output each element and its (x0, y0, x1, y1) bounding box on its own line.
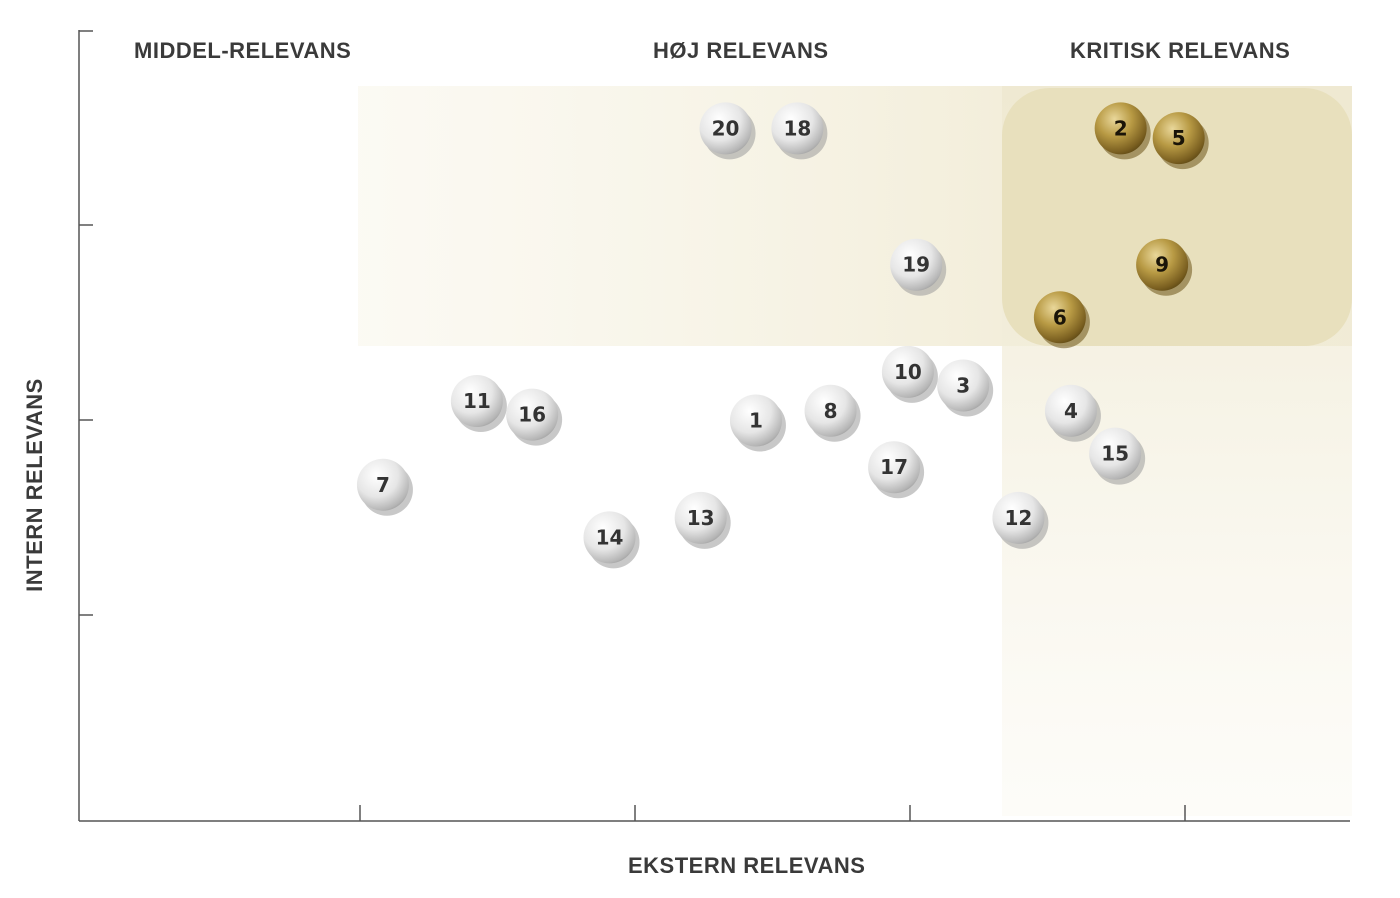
data-point-11: 11 (450, 375, 507, 433)
bubble-label: 11 (463, 389, 491, 413)
bubble (729, 394, 782, 447)
zone-label-kritisk: KRITISK RELEVANS (1070, 38, 1291, 63)
bubble (1152, 112, 1205, 165)
bubble-label: 3 (956, 373, 970, 397)
data-point-19: 19 (890, 238, 947, 296)
data-point-14: 14 (583, 511, 640, 569)
bubble-label: 19 (902, 253, 930, 277)
zone-label-hoj: HØJ RELEVANS (653, 38, 829, 63)
bubble-label: 4 (1064, 399, 1078, 423)
bubble-label: 8 (824, 399, 838, 423)
bubble-label: 18 (783, 116, 811, 140)
bubble (937, 359, 990, 412)
data-point-12: 12 (992, 491, 1049, 549)
bubble (1044, 384, 1097, 437)
bubble-label: 2 (1114, 116, 1128, 140)
data-point-1: 1 (729, 394, 786, 452)
data-point-13: 13 (674, 491, 731, 549)
bubble (356, 458, 409, 511)
data-point-18: 18 (771, 102, 828, 160)
x-axis-title: EKSTERN RELEVANS (628, 853, 866, 878)
bubble (804, 384, 857, 437)
bubble (881, 345, 934, 398)
bubble-label: 10 (894, 360, 922, 384)
bubble-label: 20 (712, 116, 740, 140)
bubble (583, 511, 636, 564)
data-point-3: 3 (937, 359, 994, 417)
data-point-15: 15 (1089, 427, 1146, 485)
bubble (674, 491, 727, 544)
data-point-17: 17 (868, 441, 925, 499)
bubble (1033, 291, 1086, 344)
data-point-20: 20 (699, 102, 756, 160)
kritisk-relevans-zone (1002, 88, 1352, 346)
data-point-8: 8 (804, 384, 861, 442)
data-point-10: 10 (881, 345, 938, 403)
data-point-9: 9 (1136, 238, 1193, 296)
bubble-label: 5 (1172, 126, 1186, 150)
bubble-label: 6 (1053, 305, 1067, 329)
bubble (890, 238, 943, 291)
bubble-label: 15 (1101, 442, 1129, 466)
bubble-label: 1 (749, 409, 763, 433)
bubble-label: 7 (376, 473, 390, 497)
bubble (771, 102, 824, 155)
bubble (992, 491, 1045, 544)
bubble-label: 13 (687, 506, 715, 530)
data-point-16: 16 (506, 388, 563, 446)
data-point-2: 2 (1094, 102, 1151, 160)
bubble (868, 441, 921, 494)
bubble (1136, 238, 1189, 291)
bubble (699, 102, 752, 155)
data-point-5: 5 (1152, 112, 1209, 170)
data-point-7: 7 (356, 458, 413, 516)
data-point-4: 4 (1044, 384, 1101, 442)
data-point-6: 6 (1033, 291, 1090, 349)
y-axis-title: INTERN RELEVANS (22, 378, 47, 592)
bubble-label: 16 (518, 403, 546, 427)
bubble-label: 17 (880, 455, 908, 479)
bubble (1094, 102, 1147, 155)
bubble-label: 14 (596, 525, 624, 549)
bubble-label: 9 (1155, 253, 1169, 277)
bubble (1089, 427, 1142, 480)
bubble (450, 375, 503, 428)
bubble (506, 388, 559, 441)
bubble-label: 12 (1005, 506, 1033, 530)
zone-label-middel: MIDDEL-RELEVANS (134, 38, 352, 63)
